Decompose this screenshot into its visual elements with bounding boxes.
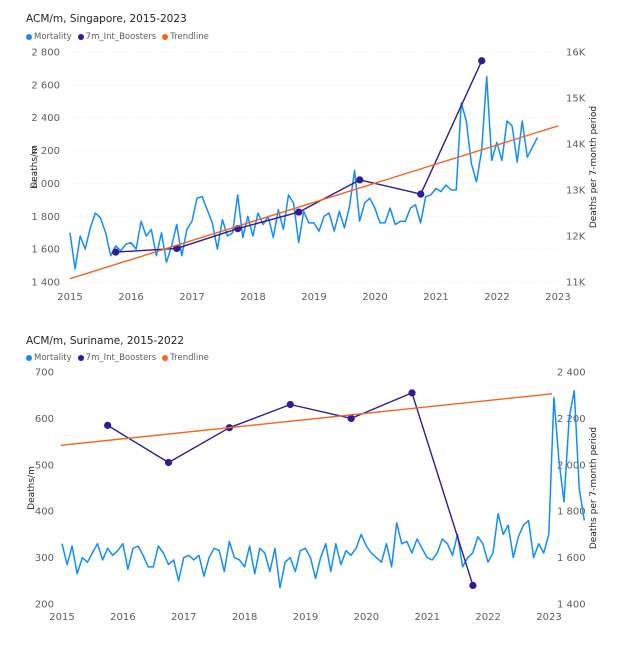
data-point-boosters xyxy=(295,208,303,216)
legend-item-trendline[interactable]: Trendline xyxy=(162,32,209,42)
y-tick-label: 1 800 xyxy=(31,212,60,223)
x-tick-label: 2018 xyxy=(232,612,257,623)
y-tick-label: 500 xyxy=(35,460,54,471)
chart-panel-suriname: ACM/m, Suriname, 2015-2022 Mortality 7m_… xyxy=(0,320,628,645)
x-tick-label: 2021 xyxy=(415,612,440,623)
x-tick-label: 2016 xyxy=(118,292,143,303)
legend-item-mortality[interactable]: Mortality xyxy=(26,353,72,363)
y-axis-label: Deaths/m xyxy=(30,145,40,189)
y2-tick-label: 14K xyxy=(566,140,586,151)
y-tick-label: 1 600 xyxy=(31,245,60,256)
series-line-mortality xyxy=(61,389,586,589)
legend-dot-icon xyxy=(77,34,84,40)
y2-tick-label: 1 600 xyxy=(557,553,586,564)
chart-singapore: 1 400 1 600 1 800 2 000 2 200 2 400 2 600 2 800… xyxy=(30,48,599,304)
legend-label: 7m_Int_Boosters xyxy=(85,32,157,42)
series-line-trendline xyxy=(60,393,553,446)
chart-legend: Mortality 7m_Int_Boosters Trendline xyxy=(26,32,215,42)
chart-title: ACM/m, Singapore, 2015-2023 xyxy=(26,13,187,25)
x-tick-label: 2019 xyxy=(293,612,318,623)
x-tick-label: 2022 xyxy=(484,292,509,303)
legend-item-trendline[interactable]: Trendline xyxy=(162,353,209,363)
data-point-boosters xyxy=(408,389,416,397)
data-point-boosters xyxy=(417,190,425,198)
data-point-boosters xyxy=(469,581,477,590)
y2-tick-label: 2 000 xyxy=(557,460,586,471)
chart-title: ACM/m, Suriname, 2015-2022 xyxy=(26,335,185,347)
legend-dot-icon xyxy=(26,34,32,40)
series-line-mortality xyxy=(69,75,539,270)
data-point-boosters xyxy=(347,414,355,422)
y-tick-label: 2 000 xyxy=(31,179,60,190)
y2-tick-label: 2 400 xyxy=(557,368,586,379)
legend-item-boosters[interactable]: 7m_Int_Boosters xyxy=(77,353,157,363)
x-tick-label: 2015 xyxy=(57,292,82,303)
series-line-7m_int_boosters xyxy=(115,60,483,253)
x-tick-label: 2017 xyxy=(179,292,204,303)
y2-tick-label: 15K xyxy=(566,94,586,105)
y2-tick-label: 16K xyxy=(566,48,586,59)
y-tick-label: 700 xyxy=(35,368,54,379)
legend-label: 7m_Int_Boosters xyxy=(85,353,157,363)
legend-dot-icon xyxy=(26,355,32,361)
legend-item-boosters[interactable]: 7m_Int_Boosters xyxy=(77,32,157,42)
chart-legend: Mortality 7m_Int_Boosters Trendline xyxy=(26,353,215,363)
y-tick-label: 600 xyxy=(35,414,54,425)
y-tick-label: 2 400 xyxy=(31,113,60,124)
data-point-boosters xyxy=(164,458,173,467)
data-point-boosters xyxy=(104,421,112,429)
data-point-boosters xyxy=(173,244,181,253)
y-tick-label: 2 800 xyxy=(31,48,60,59)
data-point-boosters xyxy=(112,248,120,256)
y-tick-label: 400 xyxy=(35,507,54,518)
y2-tick-label: 1 800 xyxy=(557,507,586,518)
legend-dot-icon xyxy=(162,34,169,40)
x-tick-label: 2015 xyxy=(49,612,74,623)
data-point-boosters xyxy=(286,400,294,409)
legend-label: Mortality xyxy=(34,32,72,42)
x-tick-label: 2017 xyxy=(171,612,196,623)
y2-tick-label: 1 400 xyxy=(557,600,586,611)
x-tick-label: 2022 xyxy=(475,612,500,623)
data-point-boosters xyxy=(356,176,364,184)
x-tick-label: 2016 xyxy=(110,612,135,623)
y2-tick-label: 11K xyxy=(566,278,586,289)
legend-label: Trendline xyxy=(170,32,209,42)
y2-tick-label: 13K xyxy=(566,186,586,197)
chart-suriname: 200 300 400 500 600 700 1 400 1 600 1 800 2 000 2 … xyxy=(27,368,599,624)
x-tick-label: 2021 xyxy=(423,292,448,303)
legend-dot-icon xyxy=(77,355,84,361)
chart-panel-singapore: ACM/m, Singapore, 2015-2023 Mortality 7m… xyxy=(0,0,628,320)
y2-axis-label: Deaths per 7-month period xyxy=(589,106,599,228)
y-tick-label: 2 200 xyxy=(31,146,60,157)
x-tick-label: 2020 xyxy=(354,612,379,623)
legend-label: Trendline xyxy=(170,353,209,363)
y2-tick-label: 2 200 xyxy=(557,414,586,425)
y-tick-label: 300 xyxy=(35,553,54,564)
y2-axis-label: Deaths per 7-month period xyxy=(589,427,599,549)
x-tick-label: 2019 xyxy=(301,292,326,303)
y-tick-label: 200 xyxy=(35,600,54,611)
legend-item-mortality[interactable]: Mortality xyxy=(26,32,72,42)
y-tick-label: 2 600 xyxy=(31,80,60,91)
series-line-trendline xyxy=(69,125,559,280)
x-tick-label: 2018 xyxy=(240,292,265,303)
data-point-boosters xyxy=(478,57,486,65)
legend-label: Mortality xyxy=(34,353,72,363)
x-tick-label: 2020 xyxy=(362,292,387,303)
x-tick-label: 2023 xyxy=(536,612,561,623)
y-tick-label: 1 400 xyxy=(31,278,60,289)
x-tick-label: 2023 xyxy=(545,292,570,303)
legend-dot-icon xyxy=(162,355,169,361)
y2-tick-label: 12K xyxy=(566,232,586,243)
y-axis-label: Deaths/m xyxy=(27,466,37,510)
